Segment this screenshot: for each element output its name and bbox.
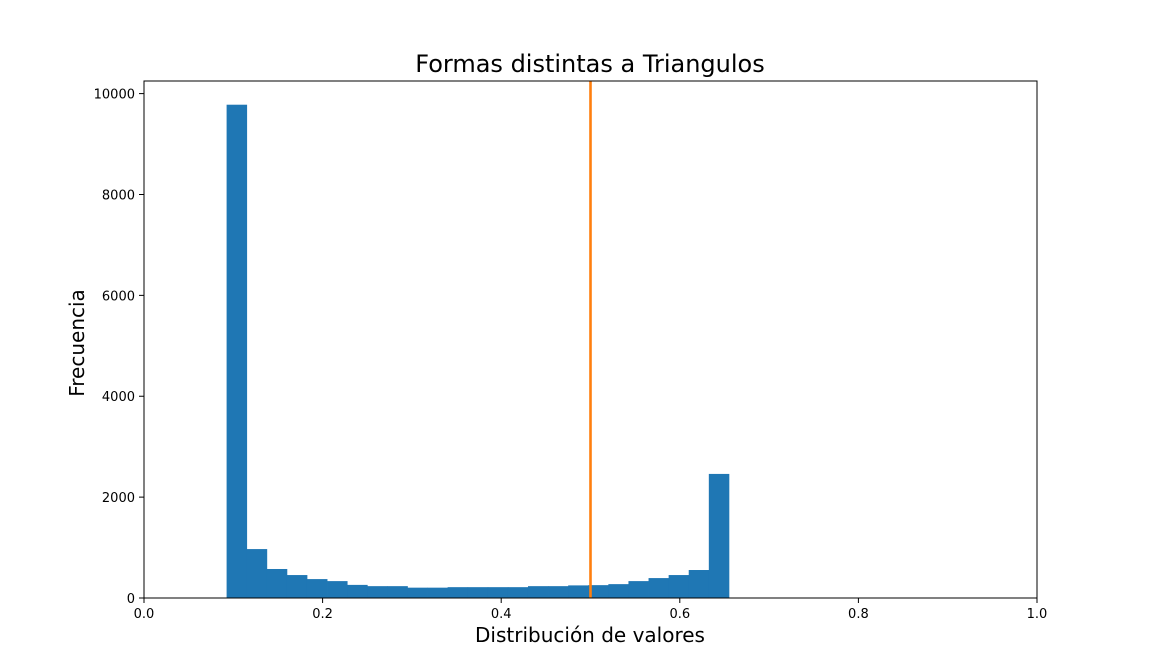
x-axis-label: Distribución de valores [475, 623, 705, 647]
histogram-bar [708, 473, 730, 598]
y-tick-label: 0 [127, 592, 135, 607]
plot-frame [143, 80, 1038, 599]
y-tick-label: 4000 [102, 390, 135, 405]
histogram-bar [447, 587, 469, 598]
histogram-bar [327, 581, 348, 598]
histogram-bar [226, 104, 248, 598]
histogram-bar [347, 584, 368, 598]
histogram-bar [367, 586, 388, 598]
y-tick-label: 2000 [102, 491, 135, 506]
histogram-bar [628, 581, 649, 598]
x-tick-label: 0.8 [848, 607, 869, 622]
y-axis-ticks: 0 2000 4000 6000 8000 10000 [94, 88, 144, 607]
x-axis-ticks: 0.0 0.2 0.4 0.6 0.8 1.0 [134, 598, 1048, 622]
x-tick-label: 0.4 [491, 607, 512, 622]
x-tick-label: 0.0 [134, 607, 155, 622]
y-tick-label: 6000 [102, 289, 135, 304]
x-tick-label: 1.0 [1027, 607, 1048, 622]
histogram-bar [648, 578, 670, 598]
histogram-bar [266, 568, 288, 598]
histogram-bar [306, 579, 328, 598]
histogram-bar [588, 585, 609, 598]
x-tick-label: 0.6 [669, 607, 690, 622]
histogram-bar [246, 549, 268, 598]
y-tick-label: 10000 [94, 88, 135, 103]
histogram-bars [226, 104, 730, 598]
histogram-bar [467, 587, 489, 598]
histogram-bar [668, 575, 690, 598]
y-axis-label: Frecuencia [65, 289, 89, 397]
histogram-bar [608, 584, 629, 598]
chart-title: Formas distintas a Triangulos [415, 50, 764, 78]
histogram-bar [548, 586, 569, 598]
histogram-bar [688, 570, 710, 598]
histogram-bar [568, 585, 589, 598]
histogram-bar [527, 586, 549, 598]
y-tick-label: 8000 [102, 188, 135, 203]
histogram-bar [387, 586, 408, 598]
histogram-bar [427, 587, 449, 598]
histogram-bar [487, 587, 509, 598]
histogram-bar [407, 587, 428, 598]
histogram-bar [286, 575, 308, 598]
histogram-bar [507, 587, 529, 598]
x-tick-label: 0.2 [312, 607, 333, 622]
